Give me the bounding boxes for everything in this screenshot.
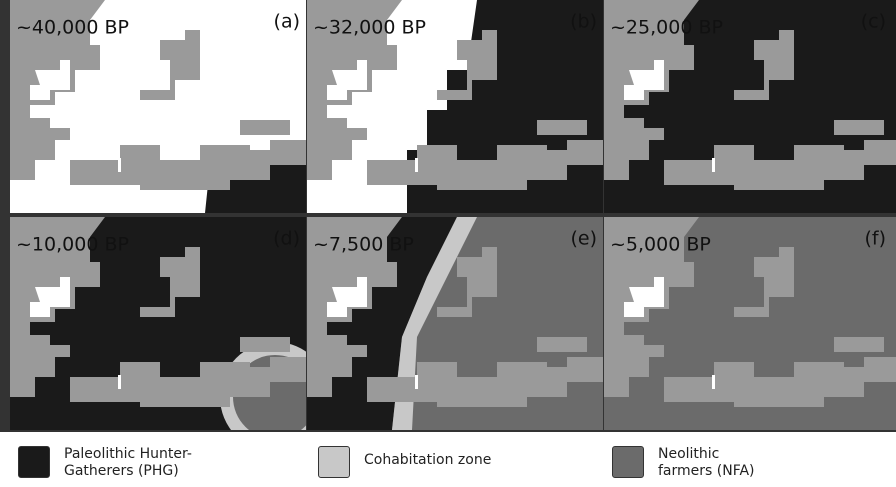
- legend-label: Paleolithic Hunter-Gatherers (PHG): [64, 446, 192, 479]
- legend-item: Paleolithic Hunter-Gatherers (PHG): [18, 446, 258, 480]
- panel-letter: (f): [864, 228, 886, 250]
- time-label: ~40,000 BP: [16, 17, 129, 39]
- panel-letter: (a): [274, 11, 300, 33]
- legend-swatch: [318, 446, 350, 478]
- panel-letter: (b): [570, 11, 597, 33]
- legend-swatch: [612, 446, 644, 478]
- map-panel: ~10,000 BP (d): [10, 217, 306, 430]
- time-label: ~25,000 BP: [610, 17, 723, 39]
- map-panel: ~32,000 BP (b): [307, 0, 603, 213]
- figure: ~40,000 BP (a) ~32,000 BP (b) ~25,000 BP…: [0, 0, 896, 432]
- legend-label: Neolithic farmers (NFA): [658, 446, 755, 479]
- legend: Paleolithic Hunter-Gatherers (PHG) Cohab…: [0, 440, 896, 487]
- time-label: ~5,000 BP: [610, 234, 711, 256]
- map-panel: ~25,000 BP (c): [604, 0, 896, 213]
- map-panel: ~40,000 BP (a): [10, 0, 306, 213]
- legend-swatch: [18, 446, 50, 478]
- panel-letter: (d): [273, 228, 300, 250]
- map-panel: ~7,500 BP (e): [307, 217, 603, 430]
- time-label: ~7,500 BP: [313, 234, 414, 256]
- legend-item: Neolithic farmers (NFA): [612, 446, 778, 480]
- legend-item: Cohabitation zone: [318, 446, 492, 478]
- legend-label: Cohabitation zone: [364, 452, 492, 468]
- time-label: ~10,000 BP: [16, 234, 129, 256]
- panel-letter: (e): [570, 228, 597, 250]
- panel-letter: (c): [861, 11, 886, 33]
- time-label: ~32,000 BP: [313, 17, 426, 39]
- map-panel: ~5,000 BP (f): [604, 217, 896, 430]
